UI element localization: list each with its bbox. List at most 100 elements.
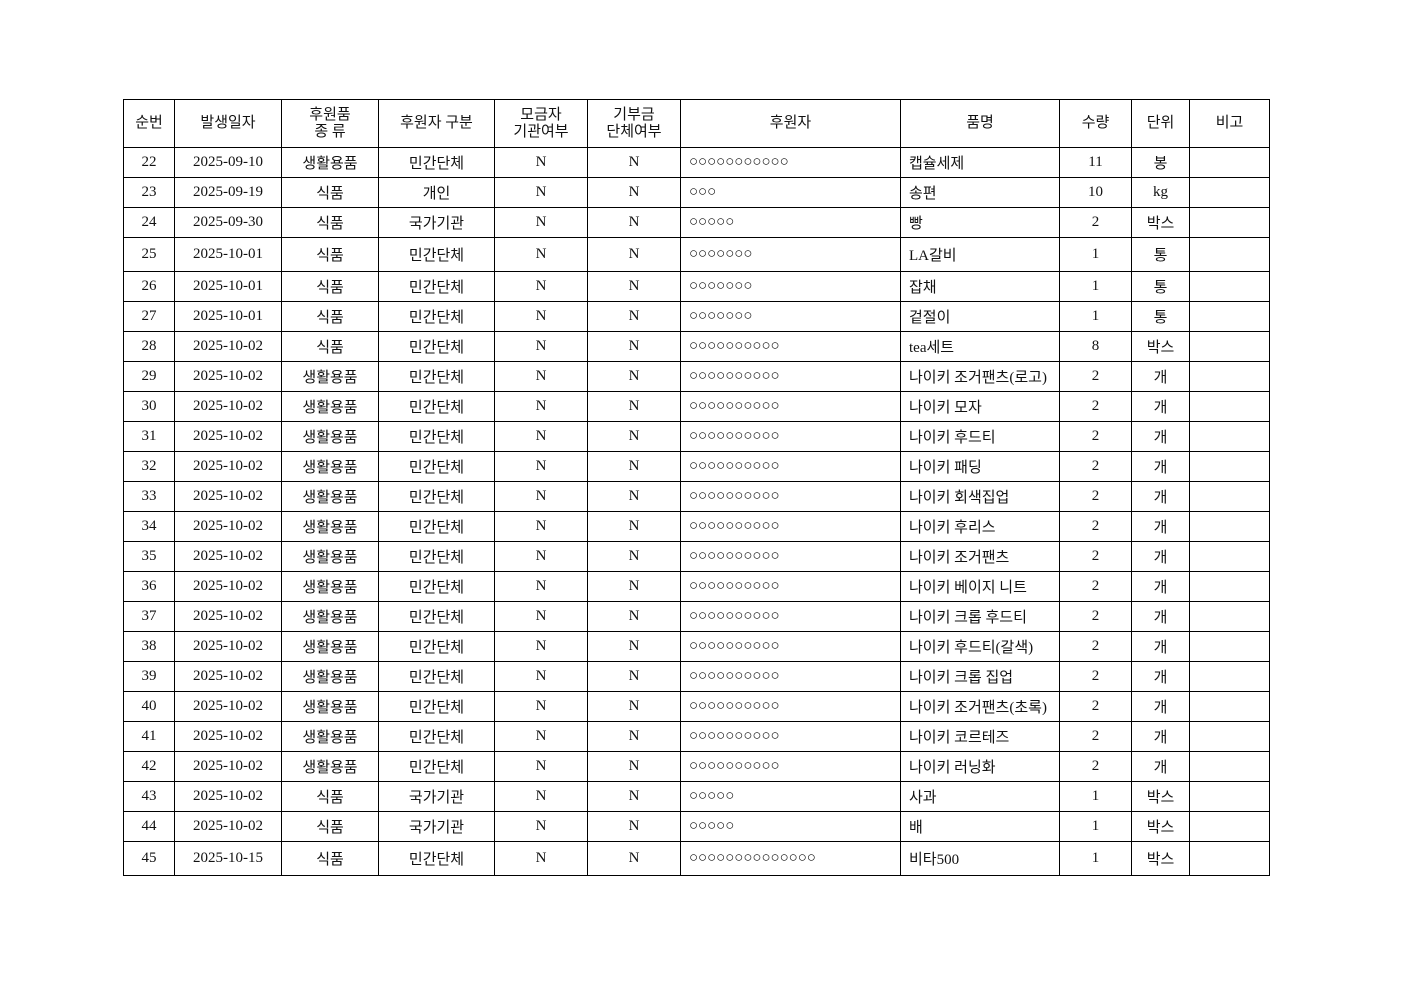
table-cell: 32 xyxy=(123,451,175,482)
table-cell: 민간단체 xyxy=(378,331,495,362)
table-cell: N xyxy=(587,391,681,422)
table-cell: 2 xyxy=(1059,691,1132,722)
table-cell: 개 xyxy=(1131,451,1190,482)
table-cell: 1 xyxy=(1059,271,1132,302)
header-cell: 후원자 구분 xyxy=(378,99,495,148)
table-cell: 나이키 후드티(갈색) xyxy=(900,631,1060,662)
table-cell: ○○○○○ xyxy=(680,781,901,812)
table-cell xyxy=(1189,207,1270,238)
table-cell: 민간단체 xyxy=(378,451,495,482)
table-cell: N xyxy=(494,691,588,722)
table-cell: 나이키 크롭 집업 xyxy=(900,661,1060,692)
table-cell: 식품 xyxy=(281,811,379,842)
table-cell xyxy=(1189,511,1270,542)
table-cell: 나이키 모자 xyxy=(900,391,1060,422)
table-row: 43 2025-10-02 식품 국가기관 N N ○○○○○ 사과 1 박스 xyxy=(123,781,1270,812)
table-cell: 11 xyxy=(1059,147,1132,178)
table-cell: 식품 xyxy=(281,271,379,302)
table-cell: N xyxy=(494,237,588,272)
table-cell: 2025-09-30 xyxy=(174,207,282,238)
table-cell: N xyxy=(587,841,681,876)
table-cell: 민간단체 xyxy=(378,147,495,178)
header-text: 기부금 xyxy=(613,106,655,123)
table-cell: N xyxy=(494,207,588,238)
table-cell: 25 xyxy=(123,237,175,272)
table-cell: N xyxy=(587,751,681,782)
table-cell: 1 xyxy=(1059,841,1132,876)
table-cell: 나이키 베이지 니트 xyxy=(900,571,1060,602)
table-cell: 민간단체 xyxy=(378,271,495,302)
table-cell: 2025-10-02 xyxy=(174,691,282,722)
table-cell: 2025-10-15 xyxy=(174,841,282,876)
table-row: 36 2025-10-02 생활용품 민간단체 N N ○○○○○○○○○○ 나이키 베이지 … xyxy=(123,571,1270,602)
table-cell: ○○○○○○○○○○ xyxy=(680,331,901,362)
table-cell: 식품 xyxy=(281,207,379,238)
table-cell: ○○○○○○○○○○ xyxy=(680,391,901,422)
table-cell: N xyxy=(494,661,588,692)
table-cell: N xyxy=(587,721,681,752)
table-cell: N xyxy=(587,811,681,842)
table-cell: 민간단체 xyxy=(378,691,495,722)
table-cell: 개 xyxy=(1131,541,1190,572)
table-cell: N xyxy=(494,541,588,572)
table-cell: 2025-09-19 xyxy=(174,177,282,208)
table-cell: 39 xyxy=(123,661,175,692)
header-text: 기관여부 xyxy=(513,123,569,140)
table-cell: 생활용품 xyxy=(281,361,379,392)
table-cell: N xyxy=(494,811,588,842)
table-row: 24 2025-09-30 식품 국가기관 N N ○○○○○ 빵 2 박스 xyxy=(123,207,1270,238)
table-cell xyxy=(1189,301,1270,332)
table-cell: 박스 xyxy=(1131,811,1190,842)
table-cell: 민간단체 xyxy=(378,237,495,272)
table-cell: 45 xyxy=(123,841,175,876)
table-cell: 생활용품 xyxy=(281,571,379,602)
table-cell xyxy=(1189,571,1270,602)
table-cell: 36 xyxy=(123,571,175,602)
table-cell: 2025-10-02 xyxy=(174,601,282,632)
header-text: 순번 xyxy=(135,115,163,131)
table-cell: N xyxy=(587,421,681,452)
table-cell: N xyxy=(587,147,681,178)
table-cell: 2025-10-02 xyxy=(174,571,282,602)
table-cell: 개 xyxy=(1131,481,1190,512)
table-row: 32 2025-10-02 생활용품 민간단체 N N ○○○○○○○○○○ 나이키 패딩 2 개 xyxy=(123,451,1270,482)
header-cell: 기부금 단체여부 xyxy=(587,99,681,148)
table-row: 29 2025-10-02 생활용품 민간단체 N N ○○○○○○○○○○ 나이키 조거팬츠… xyxy=(123,361,1270,392)
table-cell: ○○○○○○○ xyxy=(680,271,901,302)
table-cell: 민간단체 xyxy=(378,631,495,662)
table-cell: N xyxy=(587,177,681,208)
table-cell: N xyxy=(494,481,588,512)
table-cell: 28 xyxy=(123,331,175,362)
table-cell xyxy=(1189,177,1270,208)
table-cell: ○○○○○○○○○○ xyxy=(680,691,901,722)
table-cell: 민간단체 xyxy=(378,361,495,392)
table-cell: 1 xyxy=(1059,301,1132,332)
table-cell: 생활용품 xyxy=(281,451,379,482)
table-cell: 2025-10-02 xyxy=(174,361,282,392)
table-cell: N xyxy=(587,541,681,572)
table-row: 30 2025-10-02 생활용품 민간단체 N N ○○○○○○○○○○ 나이키 모자 2 개 xyxy=(123,391,1270,422)
table-cell: N xyxy=(494,511,588,542)
table-cell: 35 xyxy=(123,541,175,572)
header-cell: 단위 xyxy=(1131,99,1190,148)
table-cell: 박스 xyxy=(1131,841,1190,876)
table-cell: 22 xyxy=(123,147,175,178)
table-cell: ○○○○○○○○○○○ xyxy=(680,147,901,178)
table-cell: 나이키 조거팬츠(로고) xyxy=(900,361,1060,392)
table-cell: N xyxy=(494,271,588,302)
header-cell: 발생일자 xyxy=(174,99,282,148)
header-text: 단체여부 xyxy=(606,123,662,140)
table-row: 25 2025-10-01 식품 민간단체 N N ○○○○○○○ LA갈비 1 통 xyxy=(123,237,1270,272)
table-cell: ○○○○○○○○○○○○○○ xyxy=(680,841,901,876)
table-cell: 44 xyxy=(123,811,175,842)
table-cell: 개 xyxy=(1131,721,1190,752)
table-row: 27 2025-10-01 식품 민간단체 N N ○○○○○○○ 겉절이 1 통 xyxy=(123,301,1270,332)
table-cell: 생활용품 xyxy=(281,631,379,662)
table-cell: 개 xyxy=(1131,511,1190,542)
table-cell: 송편 xyxy=(900,177,1060,208)
table-cell: N xyxy=(494,841,588,876)
table-cell: ○○○○○○○○○○ xyxy=(680,451,901,482)
header-text: 후원품 xyxy=(309,106,351,123)
table-cell: N xyxy=(494,177,588,208)
table-cell xyxy=(1189,811,1270,842)
